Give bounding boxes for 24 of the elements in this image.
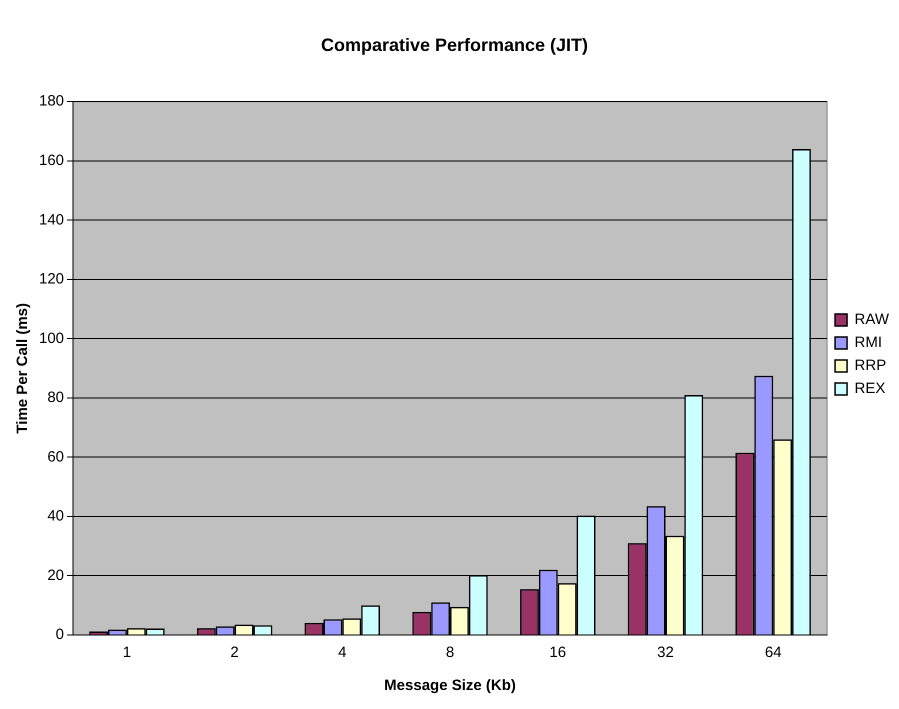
y-tick-label: 140 bbox=[38, 211, 64, 228]
x-tick-label: 8 bbox=[446, 644, 454, 662]
x-tick-label: 32 bbox=[657, 644, 674, 662]
y-tick-label: 120 bbox=[38, 270, 64, 288]
y-tick-label: 20 bbox=[47, 566, 64, 584]
x-axis-title: Message Size (Kb) bbox=[384, 677, 516, 694]
x-tick-label: 64 bbox=[764, 644, 782, 662]
y-tick-label: 80 bbox=[47, 389, 64, 406]
legend-label: RMI bbox=[854, 334, 882, 352]
y-tick-label: 100 bbox=[38, 330, 64, 347]
y-axis-title: Time Per Call (ms) bbox=[14, 302, 32, 434]
legend-label: RRP bbox=[854, 357, 886, 374]
x-tick-label: 4 bbox=[338, 644, 346, 662]
chart-title: Comparative Performance (JIT) bbox=[320, 34, 588, 55]
y-tick-label: 40 bbox=[47, 508, 64, 525]
x-tick-label: 2 bbox=[230, 644, 239, 662]
y-tick-label: 180 bbox=[38, 92, 64, 110]
y-tick-label: 60 bbox=[47, 448, 64, 466]
legend-label: REX bbox=[854, 380, 886, 398]
y-tick-label: 0 bbox=[56, 626, 64, 644]
x-tick-label: 16 bbox=[549, 644, 566, 662]
y-tick-label: 160 bbox=[38, 152, 64, 170]
legend-label: RAW bbox=[854, 311, 890, 328]
x-tick-label: 1 bbox=[122, 644, 132, 662]
